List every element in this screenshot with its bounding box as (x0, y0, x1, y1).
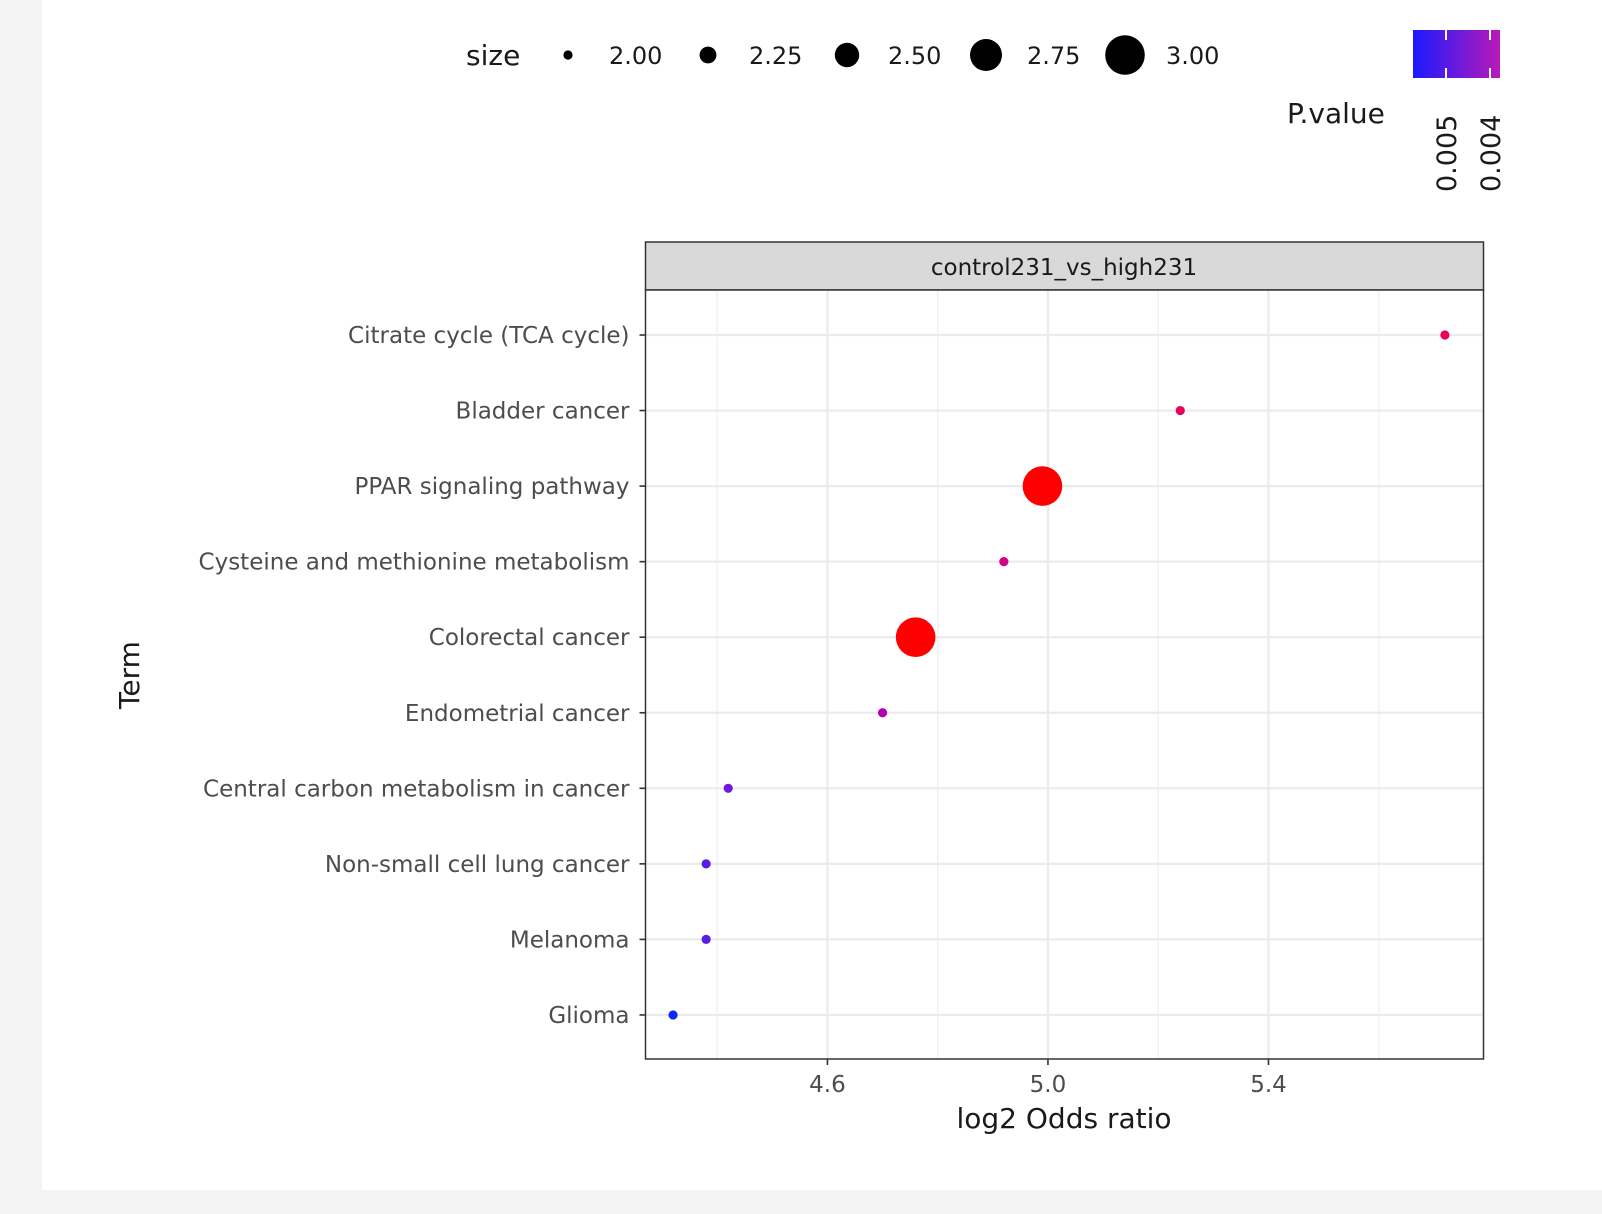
plot-panel (645, 290, 1484, 1059)
y-tick-label: Melanoma (510, 927, 630, 953)
pvalue-legend: P.value 0.005 0.004 (1287, 30, 1507, 192)
size-legend-dot (834, 42, 860, 68)
y-tick-label: PPAR signaling pathway (354, 474, 629, 500)
pvalue-legend-title: P.value (1287, 97, 1385, 130)
facet-strip: control231_vs_high231 (644, 241, 1485, 291)
y-tick-label: Central carbon metabolism in cancer (203, 776, 630, 802)
data-point (1440, 330, 1450, 340)
x-axis-title: log2 Odds ratio (956, 1102, 1171, 1135)
x-tick-label: 5.4 (1250, 1072, 1287, 1098)
plot-panel-border (644, 289, 1485, 1060)
size-legend-label: 2.50 (888, 42, 941, 70)
x-tick-label: 4.6 (809, 1072, 846, 1098)
data-point (668, 1010, 678, 1020)
pvalue-label-1: 0.004 (1476, 115, 1507, 192)
size-legend-label: 2.75 (1027, 42, 1080, 70)
y-tick-label: Citrate cycle (TCA cycle) (348, 323, 629, 349)
x-tick-label: 5.0 (1030, 1072, 1067, 1098)
size-legend: size 2.00 2.25 2.50 2.75 3.00 (466, 35, 1219, 75)
size-legend-dot (699, 46, 717, 64)
facet-title: control231_vs_high231 (931, 255, 1197, 281)
dot-plot-chart: size 2.00 2.25 2.50 2.75 3.00 P.value 0.005 … (113, 30, 1507, 1135)
y-tick-label: Endometrial cancer (405, 701, 630, 727)
data-point (877, 708, 888, 718)
data-point (1022, 466, 1063, 506)
y-tick-label: Glioma (548, 1003, 629, 1029)
size-legend-dot (563, 50, 573, 60)
y-tick-label: Colorectal cancer (429, 625, 630, 651)
y-tick-label: Non-small cell lung cancer (325, 852, 630, 878)
data-point (701, 859, 711, 869)
size-legend-title: size (466, 39, 520, 72)
size-legend-label: 3.00 (1166, 42, 1219, 70)
pvalue-label-0: 0.005 (1432, 115, 1463, 192)
data-point (701, 934, 711, 945)
data-point (895, 617, 936, 657)
size-legend-label: 2.25 (749, 42, 802, 70)
y-tick-label: Bladder cancer (456, 399, 630, 425)
pvalue-colorbar (1413, 30, 1500, 78)
data-point (999, 557, 1009, 567)
size-legend-dot (970, 39, 1002, 71)
size-legend-dot (1105, 35, 1145, 75)
y-axis-title: Term (113, 641, 146, 710)
chart-page: size 2.00 2.25 2.50 2.75 3.00 P.value 0.005 … (42, 0, 1602, 1190)
data-point (1175, 405, 1185, 416)
size-legend-label: 2.00 (609, 42, 662, 70)
y-tick-label: Cysteine and methionine metabolism (199, 550, 630, 576)
data-point (723, 783, 733, 793)
